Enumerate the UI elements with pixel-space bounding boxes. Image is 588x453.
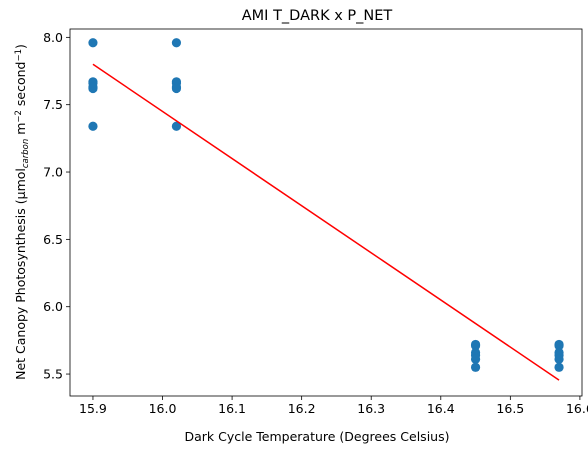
x-axis-title: Dark Cycle Temperature (Degrees Celsius) — [185, 429, 450, 444]
chart-title: AMI T_DARK x P_NET — [242, 8, 393, 24]
data-point — [470, 362, 481, 372]
data-point — [554, 362, 564, 372]
y-tick-label: 7.5 — [43, 97, 63, 112]
y-axis-title-part: −1 — [14, 49, 24, 62]
y-tick-label: 7.0 — [43, 165, 63, 180]
y-axis-title-part: ) — [13, 44, 28, 49]
data-point — [171, 83, 182, 94]
data-point — [88, 83, 98, 94]
data-point — [470, 354, 481, 364]
data-point — [171, 121, 182, 131]
y-tick-label: 6.5 — [43, 232, 63, 247]
data-point — [171, 38, 182, 48]
x-tick-label: 15.9 — [79, 401, 107, 416]
plot-area — [69, 28, 583, 397]
y-axis-title-part: second — [13, 62, 28, 111]
fit-line-group — [92, 63, 560, 381]
y-axis-title: Net Canopy Photosynthesis (µmolcarbon m−… — [13, 44, 31, 380]
x-axis: 15.9 16.0 16.1 16.2 16.3 16.4 16.5 16.6 — [79, 396, 588, 416]
data-point — [88, 38, 98, 48]
y-axis: 5.5 6.0 6.5 7.0 7.5 8.0 — [43, 30, 70, 382]
y-axis-title-part: m — [13, 123, 28, 139]
x-tick-label: 16.3 — [357, 401, 385, 416]
x-tick-label: 16.4 — [427, 401, 455, 416]
x-tick-label: 16.1 — [218, 401, 246, 416]
scatter-points — [88, 38, 564, 372]
y-tick-label: 6.0 — [43, 299, 63, 314]
y-tick-label: 5.5 — [43, 367, 63, 382]
plot-frame — [69, 28, 583, 397]
data-point — [554, 354, 564, 364]
x-tick-label: 16.6 — [566, 401, 588, 416]
data-point — [470, 341, 481, 351]
y-axis-title-part: carbon — [21, 139, 31, 168]
y-axis-title-part: Net Canopy Photosynthesis (µmol — [13, 168, 28, 380]
y-axis-title-part: −2 — [14, 110, 24, 123]
data-point — [554, 341, 564, 351]
x-tick-label: 16.5 — [496, 401, 524, 416]
data-point — [88, 121, 98, 131]
y-tick-label: 8.0 — [43, 30, 63, 45]
x-tick-label: 16.2 — [288, 401, 316, 416]
fit-line — [92, 63, 560, 381]
x-tick-label: 16.0 — [149, 401, 177, 416]
